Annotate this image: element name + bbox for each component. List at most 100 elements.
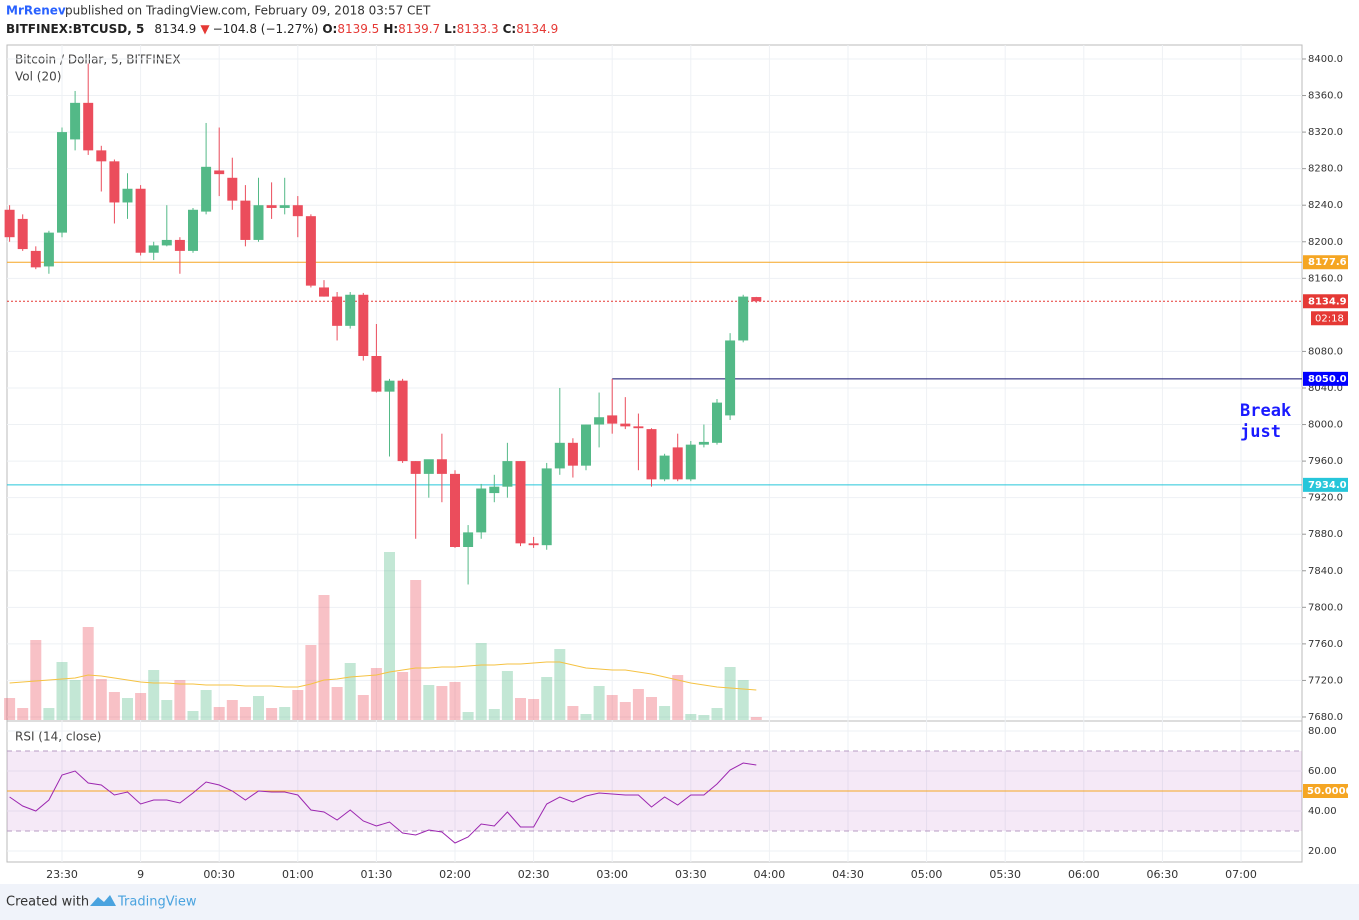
y-tick-label: 8200.0 — [1308, 237, 1343, 248]
level-box — [1303, 371, 1348, 386]
volume-bar — [436, 686, 448, 720]
volume-bar — [174, 680, 186, 720]
y-tick-label: 7880.0 — [1308, 529, 1343, 540]
y-tick-label: 7720.0 — [1308, 675, 1343, 686]
x-tick-label: 03:30 — [675, 868, 707, 881]
rsi-line — [9, 762, 757, 844]
volume-bar — [239, 707, 251, 720]
candle-body — [567, 442, 578, 466]
volume-bar — [619, 702, 631, 720]
x-tick-label: 9 — [137, 868, 144, 881]
y-tick-label: 8280.0 — [1308, 164, 1343, 175]
rsi-tick-label: 80.00 — [1308, 726, 1337, 737]
candle-body — [712, 402, 722, 443]
y-tick-label: 8360.0 — [1308, 91, 1343, 102]
candle-body — [305, 216, 316, 286]
volume-bar — [17, 708, 29, 720]
x-tick-label: 23:30 — [46, 868, 78, 881]
candle-body — [423, 459, 434, 474]
volume-bar — [541, 677, 553, 720]
volume-bar — [410, 580, 422, 720]
ohlc-value: 8139.5 — [337, 22, 379, 36]
candle-body — [57, 132, 67, 233]
candle-body — [450, 473, 460, 548]
change-arrow: ▼ — [200, 22, 210, 36]
y-tick-label: 7840.0 — [1308, 566, 1343, 577]
chart-frame — [6, 44, 1303, 863]
ohlc-value: 8133.3 — [457, 22, 499, 36]
candle-body — [227, 177, 238, 201]
volume-bar — [161, 700, 173, 720]
countdown: 02:18 — [1315, 313, 1344, 324]
y-tick-label: 7760.0 — [1308, 639, 1343, 650]
change: −104.8 (−1.27%) — [213, 22, 319, 36]
candle-body — [541, 468, 552, 546]
candle-body — [515, 461, 526, 544]
rsi-label: RSI (14, close) — [15, 730, 101, 744]
candle-body — [4, 209, 15, 238]
candle-body — [201, 166, 212, 212]
volume-bar — [122, 698, 133, 720]
y-tick-label: 8040.0 — [1308, 383, 1343, 394]
y-tick-label: 8240.0 — [1308, 200, 1343, 211]
y-tick-label: 7800.0 — [1308, 602, 1343, 613]
volume-bar — [56, 662, 68, 720]
x-tick-label: 04:00 — [754, 868, 786, 881]
volume-bar — [4, 698, 16, 720]
candle-body — [30, 250, 41, 268]
volume-bar — [82, 627, 94, 720]
ohlc-label: C: — [503, 22, 517, 36]
y-tick-label: 8320.0 — [1308, 127, 1343, 138]
ohlc-value: 8134.9 — [516, 22, 558, 36]
candle-body — [738, 296, 749, 341]
candle-body — [96, 150, 107, 162]
volume-bar — [370, 668, 382, 720]
rsi-tick-label: 60.00 — [1308, 766, 1337, 777]
candle-body — [109, 161, 120, 203]
volume-bar — [95, 679, 107, 720]
volume-bar — [724, 667, 736, 720]
candle-body — [122, 188, 133, 203]
volume-bar — [737, 680, 749, 720]
volume-bar — [344, 663, 356, 720]
volume-bar — [462, 712, 474, 720]
candle-body — [751, 297, 762, 302]
x-tick-label: 03:00 — [596, 868, 628, 881]
volume-bar — [423, 685, 435, 720]
y-tick-label: 7960.0 — [1308, 456, 1343, 467]
symbol-line: BITFINEX:BTCUSD, 5 8134.9 ▼ −104.8 (−1.27%)… — [6, 22, 558, 36]
candle-body — [319, 287, 329, 297]
volume-bar — [200, 690, 212, 720]
volume-bar — [69, 680, 81, 720]
x-tick-label: 06:30 — [1147, 868, 1179, 881]
candle-body — [463, 532, 474, 548]
volume-bar — [187, 711, 199, 720]
candle-body — [332, 296, 343, 326]
level-box — [1303, 255, 1348, 270]
y-tick-label: 8400.0 — [1308, 54, 1343, 65]
level-label: 7934.0 — [1308, 480, 1347, 491]
candle-body — [214, 170, 225, 175]
ohlc-value: 8139.7 — [398, 22, 440, 36]
volume-bar — [659, 706, 671, 720]
candle-body — [148, 245, 159, 253]
footer-bar — [0, 884, 1359, 920]
y-tick-label: 8160.0 — [1308, 273, 1343, 284]
volume-bar — [515, 698, 526, 720]
candle-body — [620, 423, 631, 427]
author[interactable]: MrRenev — [6, 4, 66, 18]
x-tick-label: 02:00 — [439, 868, 471, 881]
candle-body — [581, 424, 591, 466]
candle-body — [174, 239, 185, 251]
candle-body — [70, 102, 81, 140]
candle-body — [489, 486, 500, 494]
candle-body — [528, 543, 539, 546]
candle-body — [502, 461, 513, 487]
volume-bar — [331, 687, 343, 720]
volume-bar — [646, 697, 657, 720]
volume-bar — [501, 671, 513, 720]
candle-body — [253, 205, 264, 240]
brand[interactable]: TradingView — [117, 895, 197, 910]
x-tick-label: 06:00 — [1068, 868, 1100, 881]
